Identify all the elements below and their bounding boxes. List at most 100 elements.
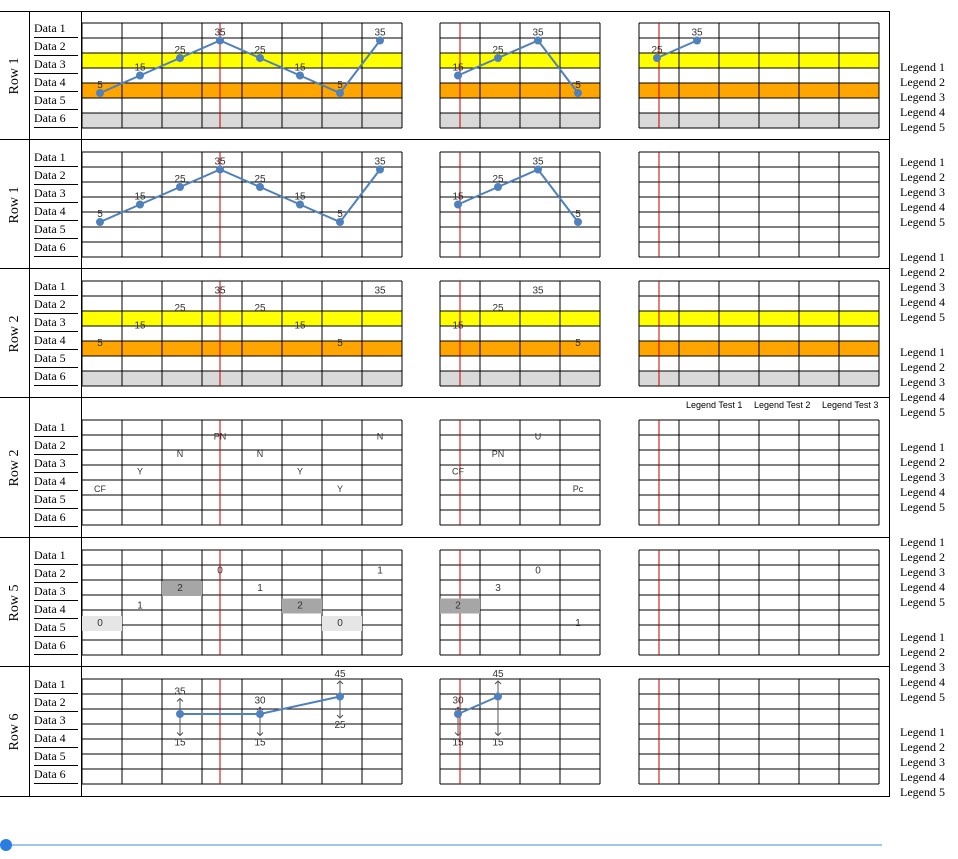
data-point	[574, 89, 582, 97]
legend-item: Legend 5	[900, 310, 945, 324]
row-plot: 35 15 30 15 45 25 30 15 45 15	[81, 669, 880, 785]
legend-block: Legend 1 Legend 2 Legend 3 Legend 4 Legend 5	[900, 250, 945, 325]
legend-item: Legend 3	[900, 470, 945, 484]
legend-block: Legend 1 Legend 2 Legend 3 Legend 4 Legend 5	[900, 630, 945, 705]
data-point	[454, 71, 462, 80]
text-mark: N	[257, 449, 264, 459]
legend-item: Legend 5	[900, 500, 945, 514]
text-mark: N	[177, 449, 184, 459]
data-label-value: 35	[532, 28, 544, 39]
horizontal-scrollbar[interactable]	[0, 838, 890, 852]
data-label: Data 6	[34, 636, 78, 655]
data-label: Data 3	[34, 184, 78, 203]
data-label-value: 25	[492, 303, 504, 314]
row-label-text: Row 2	[6, 449, 22, 487]
block-value: 0	[97, 618, 103, 629]
text-mark: PN	[214, 432, 227, 442]
legend-item: Legend 1	[900, 155, 945, 169]
block-value: 0	[337, 618, 343, 629]
data-point	[534, 165, 542, 174]
panel-1: 5 15 25 35 25 15 5 35	[81, 22, 403, 129]
block-mark	[282, 598, 322, 614]
legend-item: Legend 1	[900, 535, 945, 549]
data-point	[296, 200, 304, 209]
legend-item: Legend 3	[900, 185, 945, 199]
data-label: Data 2	[34, 693, 78, 712]
legend-item: Legend 4	[900, 390, 945, 404]
data-label: Data 4	[34, 73, 78, 92]
data-label: Data 1	[34, 546, 78, 565]
range-high: 35	[174, 687, 186, 698]
data-label: Data 1	[34, 418, 78, 437]
data-label-value: 15	[452, 63, 464, 74]
range-low: 15	[452, 738, 464, 749]
data-label-value: 35	[691, 28, 703, 39]
panel-1: 5 15 25 35 25 15 5 35	[81, 151, 403, 258]
legend-item: Legend 4	[900, 200, 945, 214]
row-label-text: Row 2	[6, 315, 22, 352]
legend-item: Legend 4	[900, 675, 945, 689]
data-label-value: 15	[294, 192, 306, 203]
data-label: Data 6	[34, 238, 78, 257]
text-mark: Y	[137, 467, 143, 477]
arrow-up-icon	[176, 697, 184, 702]
data-label: Data 4	[34, 729, 78, 748]
block-mark	[440, 598, 480, 614]
data-point	[336, 89, 344, 97]
data-label-value: 15	[134, 192, 146, 203]
data-label-value: 15	[134, 321, 146, 332]
data-labels: Data 1 Data 2 Data 3 Data 4 Data 5 Data 6	[30, 667, 82, 797]
data-labels: Data 1 Data 2 Data 3 Data 4 Data 5 Data 6	[30, 269, 82, 398]
data-label-value: 35	[374, 28, 386, 39]
data-label: Data 6	[34, 508, 78, 527]
row-plot: 5 15 25 35 25 15 5 35 15 25 35 5 25 35	[81, 22, 880, 129]
data-point	[256, 710, 264, 718]
data-label-value: 25	[254, 45, 266, 56]
legend-block: Legend 1 Legend 2 Legend 3 Legend 4 Legend 5	[900, 725, 945, 800]
text-mark: CF	[94, 484, 106, 494]
data-point	[574, 218, 582, 226]
data-label: Data 3	[34, 55, 78, 74]
text-mark: PN	[492, 449, 505, 459]
data-labels: Data 1 Data 2 Data 3 Data 4 Data 5 Data 6	[30, 538, 82, 667]
data-label-value: 15	[294, 63, 306, 74]
data-label: Data 6	[34, 367, 78, 386]
arrow-down-icon	[336, 714, 344, 719]
data-labels: Data 1 Data 2 Data 3 Data 4 Data 5 Data 6	[30, 11, 82, 140]
data-label: Data 2	[34, 436, 78, 455]
panel-3	[638, 280, 880, 387]
scroll-thumb[interactable]	[0, 839, 12, 851]
data-label: Data 5	[34, 349, 78, 368]
data-label-value: 5	[575, 209, 581, 220]
data-point	[336, 692, 344, 701]
data-label: Data 2	[34, 37, 78, 56]
scroll-track[interactable]	[6, 844, 882, 846]
data-label-value: 5	[97, 209, 103, 220]
block-value: 3	[495, 583, 501, 594]
panel-3: 25 35	[638, 22, 880, 129]
data-label: Data 6	[34, 109, 78, 128]
range-high: 30	[254, 695, 266, 706]
row-label-text: Row 5	[6, 584, 22, 621]
row-plot: 0 1 2 0 1 2 0 1 2 3 0 1	[81, 549, 880, 656]
data-label-value: 15	[134, 63, 146, 74]
arrow-down-icon	[176, 732, 184, 737]
data-label-value: 25	[254, 303, 266, 314]
arrow-up-icon	[494, 680, 502, 685]
data-label: Data 1	[34, 277, 78, 296]
row-plot: 5 15 25 35 25 15 5 35 15 25 35 5	[81, 280, 880, 387]
arrow-up-icon	[454, 706, 462, 711]
arrow-down-icon	[256, 732, 264, 737]
legend-item: Legend 3	[900, 375, 945, 389]
block-value: 1	[377, 566, 383, 577]
data-point	[494, 183, 502, 191]
chart-row-4: Row 2 Data 1 Data 2 Data 3 Data 4 Data 5 Data …	[0, 398, 890, 538]
arrow-down-icon	[494, 732, 502, 737]
row-label: Row 1	[0, 11, 30, 140]
legend-block: Legend 1 Legend 2 Legend 3 Legend 4 Legend 5	[900, 345, 945, 420]
series-line	[457, 695, 499, 715]
data-label: Data 5	[34, 490, 78, 509]
data-point	[216, 165, 224, 174]
panel-3	[638, 549, 880, 656]
data-label-value: 25	[174, 303, 186, 314]
